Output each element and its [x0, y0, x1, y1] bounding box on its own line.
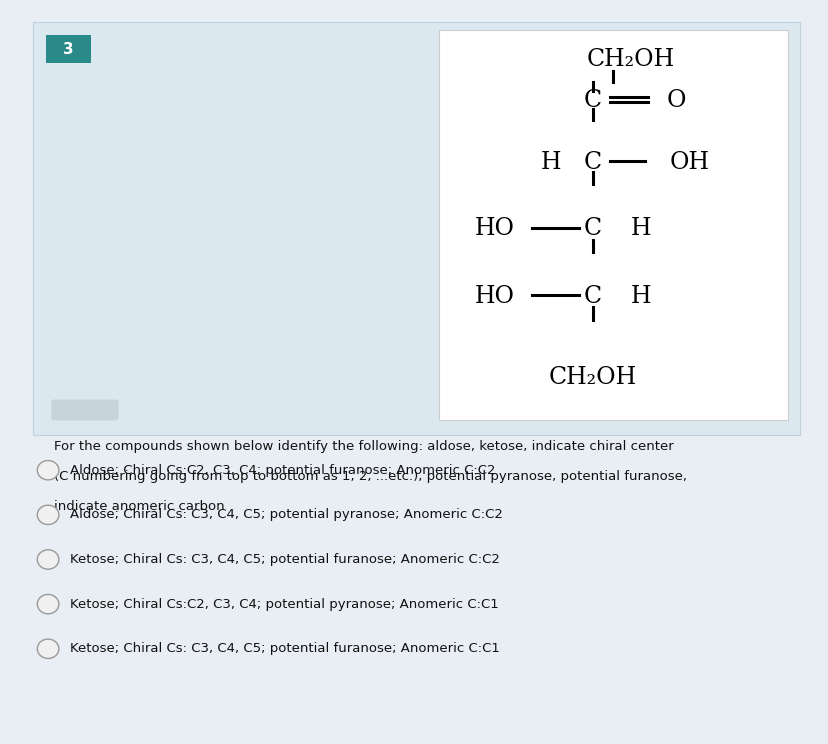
Text: HO: HO — [474, 285, 514, 308]
FancyBboxPatch shape — [46, 35, 91, 63]
Text: O: O — [666, 89, 685, 112]
Circle shape — [37, 505, 59, 525]
Text: Ketose; Chiral Cs:C2, C3, C4; potential pyranose; Anomeric C:C1: Ketose; Chiral Cs:C2, C3, C4; potential … — [70, 597, 498, 611]
Text: indicate anomeric carbon: indicate anomeric carbon — [54, 500, 224, 513]
Text: H: H — [630, 217, 651, 240]
Text: CH₂OH: CH₂OH — [548, 366, 636, 389]
Text: HO: HO — [474, 217, 514, 240]
Text: Aldose; Chiral Cs: C3, C4, C5; potential pyranose; Anomeric C:C2: Aldose; Chiral Cs: C3, C4, C5; potential… — [70, 508, 503, 522]
Text: C: C — [583, 151, 601, 174]
Text: Ketose; Chiral Cs: C3, C4, C5; potential furanose; Anomeric C:C2: Ketose; Chiral Cs: C3, C4, C5; potential… — [70, 553, 500, 566]
Text: C: C — [583, 89, 601, 112]
Text: For the compounds shown below identify the following: aldose, ketose, indicate c: For the compounds shown below identify t… — [54, 440, 673, 453]
FancyBboxPatch shape — [439, 30, 787, 420]
Text: C: C — [583, 217, 601, 240]
Text: H: H — [540, 151, 561, 174]
Text: CH₂OH: CH₂OH — [586, 48, 674, 71]
Circle shape — [37, 550, 59, 569]
Circle shape — [37, 594, 59, 614]
FancyBboxPatch shape — [33, 22, 799, 435]
Text: Aldose; Chiral Cs:C2, C3, C4; potential furanose; Anomeric C:C2: Aldose; Chiral Cs:C2, C3, C4; potential … — [70, 464, 495, 477]
Circle shape — [37, 639, 59, 658]
Text: (C numbering going from top to bottom as 1, 2, ...etc.), potential pyranose, pot: (C numbering going from top to bottom as… — [54, 470, 686, 483]
FancyBboxPatch shape — [51, 400, 118, 420]
Circle shape — [37, 461, 59, 480]
Text: H: H — [630, 285, 651, 308]
Text: Ketose; Chiral Cs: C3, C4, C5; potential furanose; Anomeric C:C1: Ketose; Chiral Cs: C3, C4, C5; potential… — [70, 642, 500, 655]
Text: OH: OH — [669, 151, 710, 174]
Text: 3: 3 — [63, 42, 74, 57]
Text: C: C — [583, 285, 601, 308]
